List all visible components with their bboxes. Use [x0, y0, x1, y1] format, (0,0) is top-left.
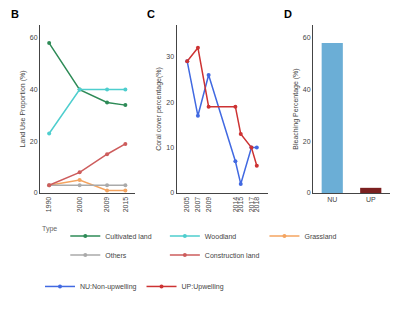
- svg-text:20: 20: [303, 138, 311, 145]
- svg-text:20: 20: [166, 99, 174, 106]
- svg-text:Grassland: Grassland: [304, 233, 336, 240]
- svg-text:Bleaching Percentage (%): Bleaching Percentage (%): [292, 68, 300, 149]
- svg-text:2007: 2007: [194, 197, 201, 213]
- svg-text:Type: Type: [42, 225, 57, 233]
- svg-text:2018: 2018: [253, 197, 260, 213]
- svg-text:40: 40: [30, 86, 38, 93]
- svg-text:Coral cover percentage(%): Coral cover percentage(%): [155, 67, 163, 151]
- svg-text:2015: 2015: [122, 197, 129, 213]
- svg-text:10: 10: [166, 144, 174, 151]
- svg-text:Land Use Proportion (%): Land Use Proportion (%): [19, 70, 27, 147]
- svg-text:2009: 2009: [103, 197, 110, 213]
- svg-text:2014: 2014: [232, 197, 239, 213]
- svg-text:Construction land: Construction land: [205, 252, 260, 259]
- svg-text:30: 30: [166, 53, 174, 60]
- svg-text:60: 60: [30, 34, 38, 41]
- svg-text:2017: 2017: [248, 197, 255, 213]
- svg-text:0: 0: [34, 189, 38, 196]
- svg-text:1990: 1990: [45, 197, 52, 213]
- svg-text:2009: 2009: [205, 197, 212, 213]
- svg-text:Cultivated land: Cultivated land: [105, 233, 151, 240]
- svg-text:Others: Others: [105, 252, 127, 259]
- svg-text:2015: 2015: [237, 197, 244, 213]
- svg-text:60: 60: [303, 34, 311, 41]
- svg-text:2005: 2005: [183, 197, 190, 213]
- svg-text:NU:Non-upwelling: NU:Non-upwelling: [80, 283, 137, 291]
- svg-text:20: 20: [30, 138, 38, 145]
- svg-text:2000: 2000: [76, 197, 83, 213]
- svg-text:Woodland: Woodland: [205, 233, 237, 240]
- svg-text:UP:Upwelling: UP:Upwelling: [182, 283, 224, 291]
- svg-text:UP: UP: [366, 196, 376, 203]
- svg-text:D: D: [284, 8, 292, 20]
- svg-text:NU: NU: [327, 196, 337, 203]
- svg-text:C: C: [147, 8, 155, 20]
- svg-text:40: 40: [303, 86, 311, 93]
- svg-text:0: 0: [170, 189, 174, 196]
- svg-text:0: 0: [307, 189, 311, 196]
- svg-text:B: B: [11, 8, 19, 20]
